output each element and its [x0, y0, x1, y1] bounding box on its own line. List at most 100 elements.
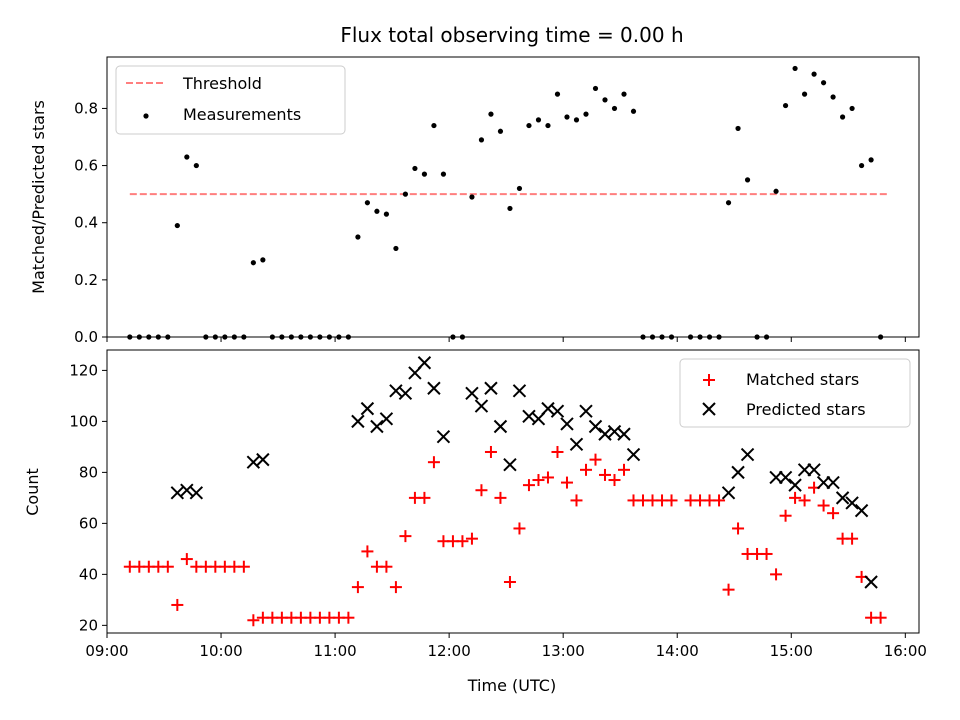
measurement-point	[545, 122, 551, 129]
matched-star-point	[560, 476, 573, 489]
predicted-star-point	[797, 463, 812, 477]
measurement-point	[820, 80, 827, 86]
measurement-point	[507, 205, 513, 212]
matched-star-point	[827, 507, 840, 520]
measurement-point	[830, 94, 836, 100]
measurements-legend-label: Measurements	[183, 105, 301, 124]
matched-star-point	[484, 445, 497, 458]
ratio-panel: Flux total observing time = 0.00 h 0.00.…	[29, 23, 920, 346]
count-x-tick-label: 14:00	[656, 642, 699, 660]
ratio-y-ticks: 0.0 0.2 0.4 0.6 0.8	[74, 99, 107, 346]
predicted-star-point	[816, 475, 831, 490]
count-y-tick-label: 120	[69, 361, 98, 379]
predicted-star-point	[626, 447, 641, 462]
matched-star-point	[874, 611, 887, 624]
measurement-point	[573, 117, 580, 123]
measurement-point	[469, 194, 475, 200]
count-x-tick-label: 15:00	[770, 642, 813, 660]
predicted-star-point	[417, 356, 432, 370]
measurement-point	[250, 260, 256, 266]
ratio-y-axis-label: Matched/Predicted stars	[29, 100, 48, 294]
ratio-y-tick-label: 0.8	[74, 99, 98, 117]
measurement-point	[744, 177, 751, 183]
measurement-point	[554, 91, 561, 97]
predicted-star-point	[256, 452, 270, 467]
measurement-point	[497, 128, 504, 134]
count-x-tick-label: 13:00	[542, 642, 585, 660]
measurement-point	[364, 200, 371, 206]
threshold-legend-label: Threshold	[182, 74, 262, 93]
ratio-marks-layer	[127, 65, 884, 340]
ratio-y-tick-label: 0.2	[74, 271, 98, 289]
matched-star-point	[579, 463, 592, 476]
predicted-star-point	[845, 496, 859, 510]
ratio-y-tick-label: 0.0	[74, 328, 98, 346]
count-x-tick-label: 12:00	[428, 642, 471, 660]
matched-star-point	[427, 456, 440, 469]
matched-star-point	[399, 530, 412, 543]
predicted-star-point	[854, 503, 869, 518]
matched-star-point	[475, 484, 488, 497]
matched-star-point	[598, 468, 611, 481]
measurement-point	[488, 111, 494, 117]
measurement-point	[355, 234, 361, 240]
predicted-star-point	[436, 429, 451, 444]
predicted-star-point	[769, 470, 783, 485]
count-marks-layer	[123, 356, 887, 627]
matched-star-point	[541, 471, 554, 484]
measurement-point	[583, 111, 589, 117]
predicted-star-point	[788, 478, 802, 492]
matched-star-point	[618, 463, 631, 476]
matched-star-point	[342, 611, 355, 624]
measurement-point	[564, 114, 570, 120]
predicted-star-point	[607, 424, 622, 439]
predicted-star-point	[807, 463, 821, 477]
count-x-tick-label: 11:00	[313, 642, 356, 660]
predicted-star-point	[465, 386, 479, 401]
matched-star-point	[522, 479, 535, 492]
measurement-point	[849, 105, 855, 112]
matched-star-point	[247, 614, 260, 627]
predicted-star-point	[493, 419, 508, 434]
measurement-point	[611, 105, 618, 112]
matched-star-point	[161, 560, 174, 573]
matched-star-point	[389, 581, 402, 594]
predicted-star-point	[189, 486, 204, 500]
measurement-point	[431, 122, 437, 129]
measurements-legend-swatch	[143, 113, 149, 119]
measurement-point	[602, 97, 608, 103]
measurement-point	[621, 91, 627, 97]
matched-star-point	[418, 491, 431, 504]
matched-star-point	[779, 509, 792, 522]
matched-star-point	[361, 545, 374, 558]
matched-star-point	[608, 474, 621, 487]
matched-star-point	[532, 474, 545, 487]
predicted-star-point	[579, 404, 593, 418]
matched-star-point	[513, 522, 526, 535]
predicted-legend-label: Predicted stars	[746, 400, 866, 419]
count-y-tick-label: 40	[79, 565, 98, 583]
measurement-point	[421, 171, 428, 177]
predicted-star-point	[731, 465, 745, 480]
matched-star-point	[465, 532, 478, 545]
measurement-point	[630, 108, 637, 114]
ratio-x-ticks	[106, 337, 906, 342]
predicted-star-point	[588, 419, 603, 434]
matched-star-point	[237, 560, 250, 573]
count-x-tick-label: 09:00	[85, 642, 128, 660]
measurement-point	[374, 208, 380, 214]
measurement-point	[260, 257, 266, 263]
matched-star-point	[665, 494, 678, 507]
predicted-star-point	[427, 381, 441, 395]
measurement-point	[858, 162, 865, 169]
predicted-star-point	[351, 414, 365, 429]
measurement-point	[516, 185, 523, 192]
predicted-star-point	[474, 399, 489, 413]
predicted-star-point	[721, 486, 736, 500]
count-y-axis-label: Count	[23, 468, 42, 516]
matched-star-point	[789, 491, 802, 504]
predicted-star-point	[778, 470, 793, 485]
matched-legend-swatch	[703, 374, 715, 386]
predicted-star-point	[360, 401, 375, 416]
predicted-star-point	[246, 455, 261, 469]
